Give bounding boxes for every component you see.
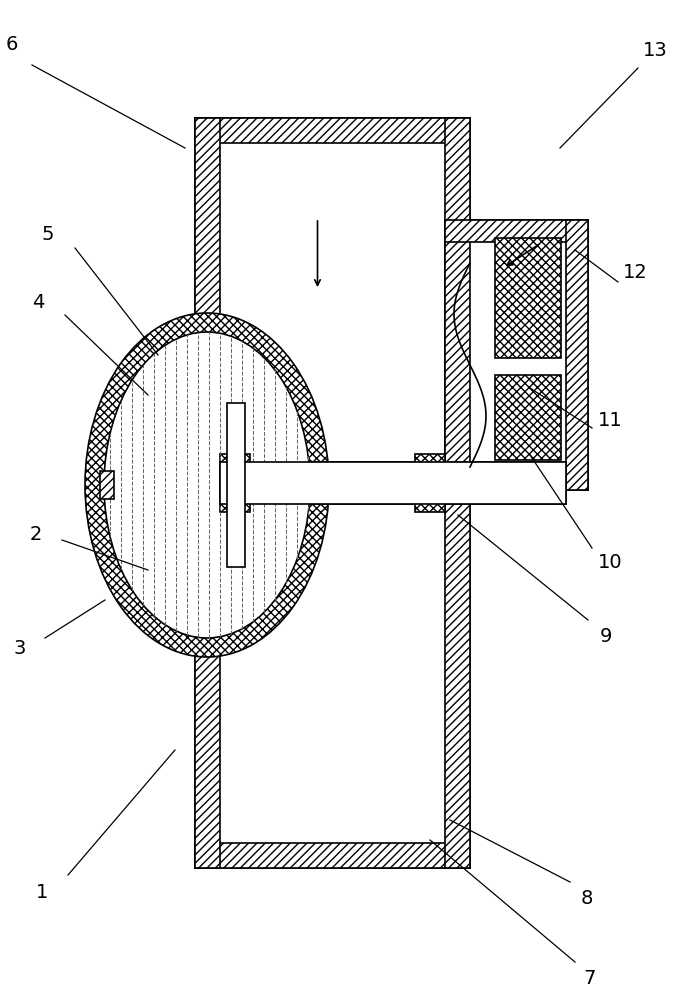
- Text: 2: 2: [30, 526, 42, 544]
- Text: 8: 8: [581, 888, 593, 908]
- Bar: [220, 462, 566, 504]
- Bar: [445, 468, 588, 490]
- Text: 4: 4: [32, 292, 44, 312]
- Text: 1: 1: [36, 882, 48, 902]
- Bar: [445, 220, 588, 490]
- Text: 11: 11: [598, 410, 622, 430]
- Text: 10: 10: [598, 552, 622, 572]
- Text: 12: 12: [622, 262, 647, 282]
- Bar: [195, 118, 470, 868]
- Bar: [195, 118, 220, 868]
- Bar: [495, 238, 561, 358]
- Text: 5: 5: [42, 225, 54, 243]
- Bar: [445, 118, 470, 868]
- Bar: [220, 462, 566, 504]
- Text: 7: 7: [584, 968, 596, 988]
- Bar: [415, 454, 445, 512]
- Ellipse shape: [85, 313, 329, 657]
- Ellipse shape: [104, 332, 310, 638]
- Bar: [195, 843, 470, 868]
- Bar: [495, 375, 561, 460]
- Bar: [195, 118, 470, 143]
- Bar: [100, 471, 114, 499]
- Bar: [445, 220, 588, 242]
- Text: 6: 6: [5, 35, 18, 54]
- Bar: [566, 220, 588, 490]
- Text: 9: 9: [600, 626, 612, 646]
- Bar: [227, 403, 245, 567]
- Text: 3: 3: [14, 639, 26, 658]
- Bar: [220, 454, 250, 512]
- Text: 13: 13: [643, 40, 668, 60]
